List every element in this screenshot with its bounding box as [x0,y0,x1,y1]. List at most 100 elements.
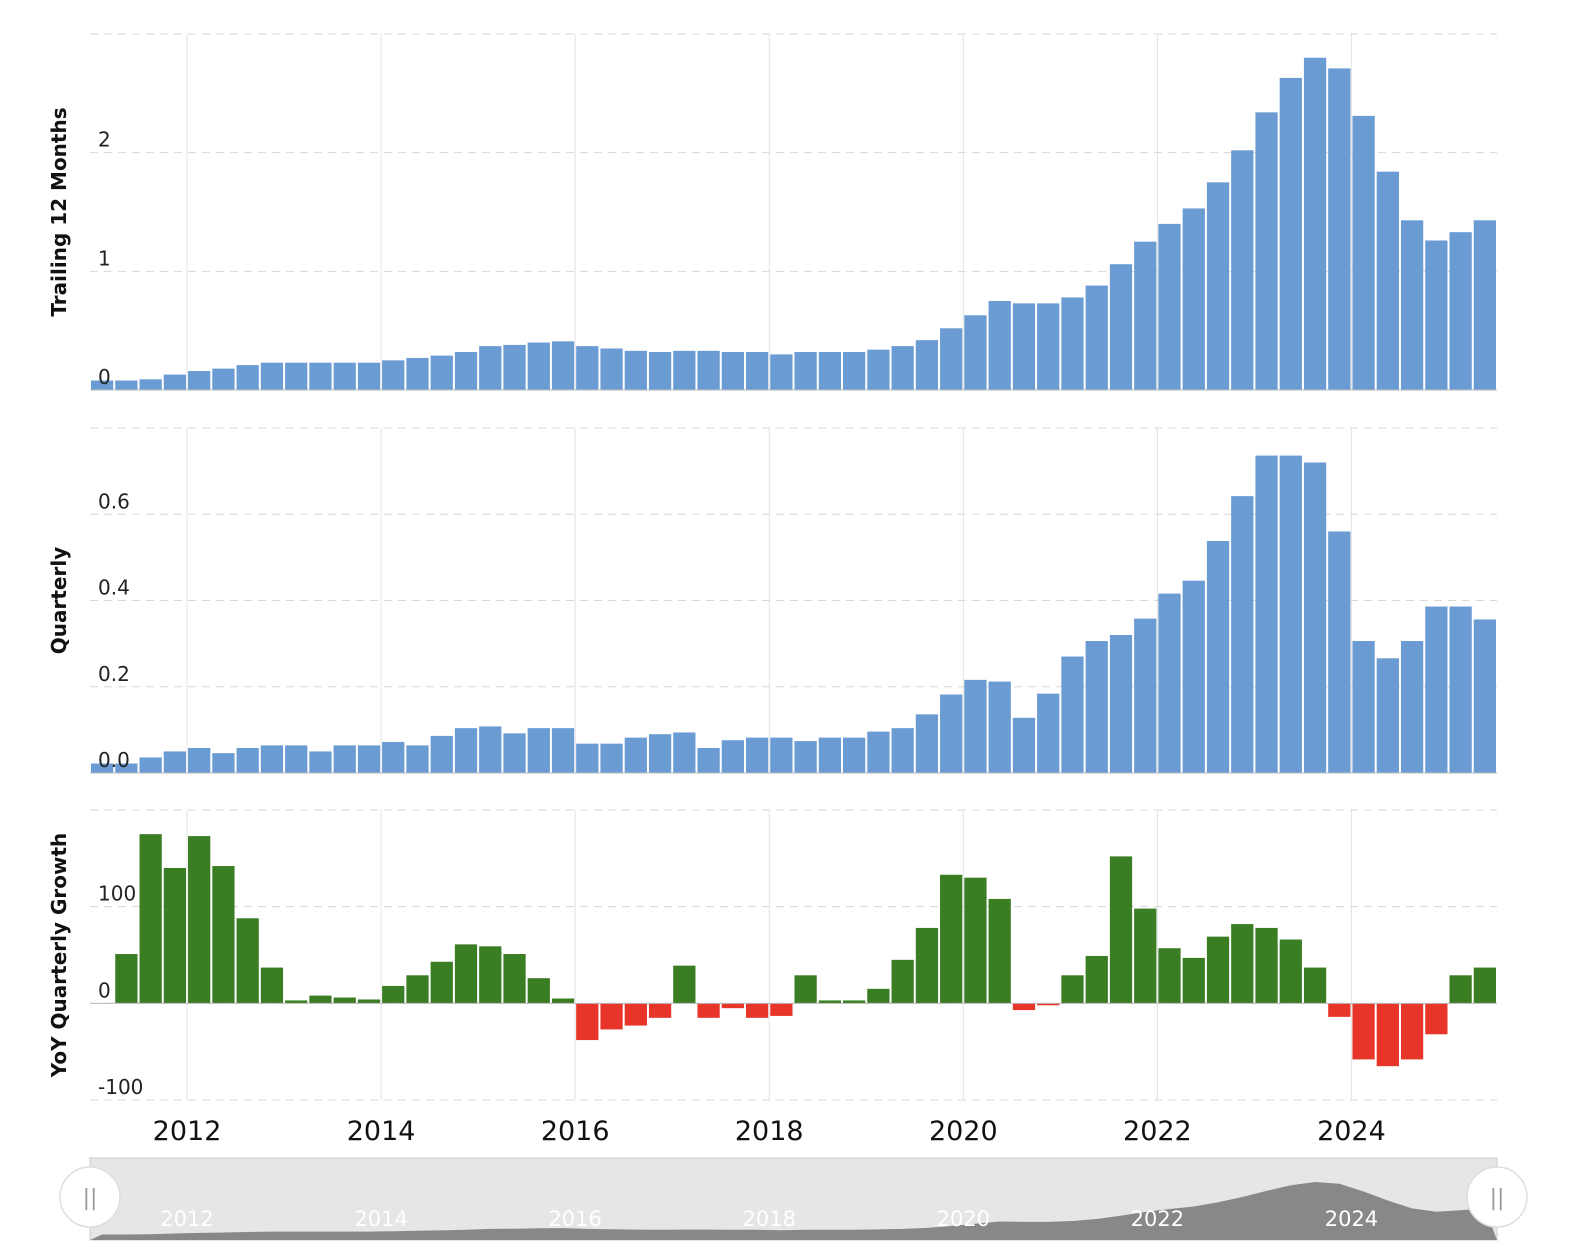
bar[interactable] [1425,1003,1448,1035]
bar[interactable] [867,988,890,1004]
bar[interactable] [745,352,769,390]
bar[interactable] [843,737,866,773]
bar[interactable] [673,965,696,1004]
bar[interactable] [745,1003,769,1018]
bar[interactable] [188,836,211,1004]
bar[interactable] [1473,619,1496,773]
bar[interactable] [333,745,356,773]
bar[interactable] [382,985,405,1004]
bar[interactable] [964,877,987,1004]
bar[interactable] [430,355,453,390]
bar[interactable] [624,1003,647,1026]
bar[interactable] [1473,220,1496,390]
bar[interactable] [843,352,866,390]
bar[interactable] [867,349,890,390]
bar[interactable] [479,346,502,390]
navigator-handle-right[interactable]: || [1466,1166,1528,1228]
bar[interactable] [867,731,890,773]
bar[interactable] [891,346,914,390]
bar[interactable] [454,728,478,773]
bar[interactable] [940,694,963,773]
bar[interactable] [697,350,720,390]
bar[interactable] [212,866,235,1004]
bar[interactable] [721,740,744,773]
bar[interactable] [1328,68,1351,390]
bar[interactable] [115,380,138,390]
bar[interactable] [624,737,647,773]
bar[interactable] [964,679,987,773]
bar[interactable] [479,946,502,1004]
bar[interactable] [648,734,672,773]
bar[interactable] [1449,606,1472,773]
bar[interactable] [1182,208,1205,390]
bar[interactable] [673,350,696,390]
bar[interactable] [1134,908,1157,1004]
bar[interactable] [648,1003,672,1018]
bar[interactable] [1012,303,1036,390]
bar[interactable] [1400,641,1424,773]
bar[interactable] [576,346,599,390]
bar[interactable] [1085,285,1108,390]
bar[interactable] [673,732,696,773]
bar[interactable] [1279,77,1302,390]
bar[interactable] [1206,936,1230,1004]
bar[interactable] [1061,656,1084,773]
bar[interactable] [527,978,550,1004]
bar[interactable] [794,975,817,1004]
bar[interactable] [940,874,963,1004]
bar[interactable] [745,737,769,773]
bar[interactable] [1279,455,1302,773]
bar[interactable] [236,918,259,1004]
bar[interactable] [818,1000,842,1004]
bar[interactable] [1182,580,1205,773]
bar[interactable] [503,954,526,1004]
bar[interactable] [770,1003,793,1016]
bar[interactable] [188,747,211,773]
bar[interactable] [1061,297,1084,390]
bar[interactable] [1231,496,1254,773]
bar[interactable] [964,315,987,390]
bar[interactable] [236,747,259,773]
bar[interactable] [115,763,138,773]
bar[interactable] [1134,618,1157,773]
bar[interactable] [1328,1003,1351,1017]
bar[interactable] [309,751,332,773]
bar[interactable] [333,997,356,1004]
bar[interactable] [1134,241,1157,390]
bar[interactable] [479,726,502,773]
bar[interactable] [915,714,939,773]
bar[interactable] [357,362,381,390]
bar[interactable] [1231,150,1254,390]
bar[interactable] [139,379,162,390]
bar[interactable] [115,954,138,1004]
bar[interactable] [1158,948,1181,1004]
bar[interactable] [843,1000,866,1004]
bar[interactable] [1425,606,1448,773]
bar[interactable] [430,735,453,773]
bar[interactable] [891,728,914,773]
bar[interactable] [163,374,187,390]
bar[interactable] [163,751,187,773]
bar[interactable] [818,737,842,773]
bar[interactable] [1376,1003,1399,1067]
bar[interactable] [454,944,478,1004]
bar[interactable] [382,741,405,773]
bar[interactable] [1255,927,1278,1004]
bar[interactable] [915,927,939,1004]
drag-handle-icon[interactable] [1466,1166,1528,1228]
bar[interactable] [1400,1003,1424,1060]
bar[interactable] [212,753,235,773]
bar[interactable] [1061,975,1084,1004]
bar[interactable] [988,681,1011,773]
bar[interactable] [1158,223,1181,390]
bar[interactable] [915,340,939,390]
bar[interactable] [1037,303,1060,390]
bar[interactable] [818,352,842,390]
bar[interactable] [1473,967,1496,1004]
bar[interactable] [260,362,284,390]
bar[interactable] [1206,182,1230,390]
bar[interactable] [1085,955,1108,1004]
bar[interactable] [430,961,453,1004]
bar[interactable] [576,743,599,773]
bar[interactable] [1255,455,1278,773]
